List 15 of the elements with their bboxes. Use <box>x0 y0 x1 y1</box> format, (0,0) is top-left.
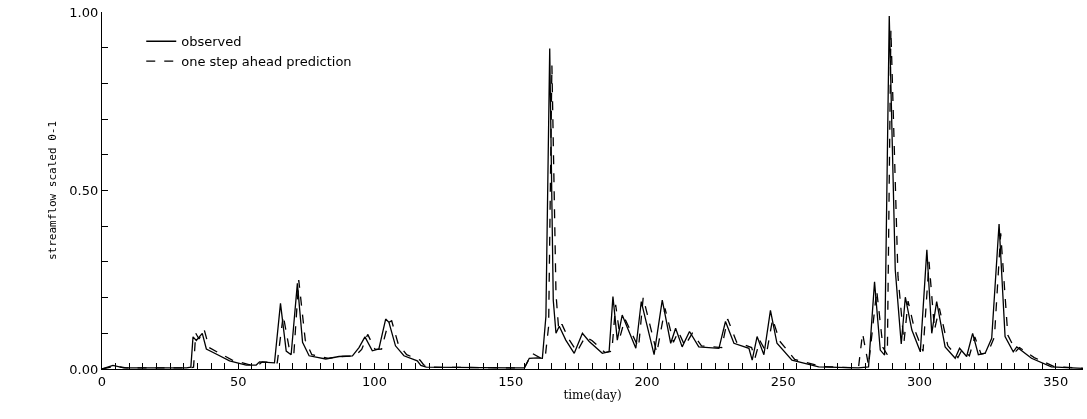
x-tick-label: 300 <box>907 373 932 389</box>
y-tick-label: 0.00 <box>69 361 99 377</box>
legend-label: one step ahead prediction <box>181 54 352 70</box>
x-tick-label: 100 <box>362 373 387 389</box>
x-tick-label: 200 <box>634 373 660 389</box>
x-tick-label: 50 <box>229 373 247 389</box>
x-tick-label: 150 <box>498 373 524 389</box>
x-tick-label: 250 <box>770 373 796 389</box>
y-tick-label: 0.50 <box>69 183 99 199</box>
x-axis-title: time(day) <box>563 387 622 402</box>
y-axis-title: streamflow scaled 0-1 <box>45 120 59 261</box>
y-tick-label: 1.00 <box>69 4 99 20</box>
legend-label: observed <box>181 34 242 50</box>
x-tick-label: 0 <box>97 373 107 389</box>
x-tick-label: 350 <box>1043 373 1069 389</box>
